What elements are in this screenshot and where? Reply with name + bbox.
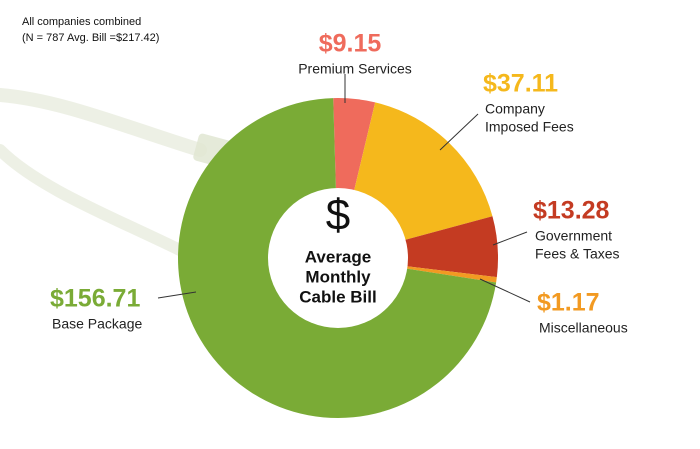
leader-line xyxy=(479,278,531,303)
value-label: $1.17 xyxy=(537,289,600,317)
center-symbol: $ xyxy=(326,191,350,240)
value-label: $37.11 xyxy=(483,70,558,98)
leader-line xyxy=(439,113,479,151)
center-label: Cable Bill xyxy=(299,287,376,306)
donut-hole xyxy=(268,188,408,328)
value-label: $9.15 xyxy=(319,30,382,58)
note: (N = 787 Avg. Bill =$217.42) xyxy=(22,32,159,44)
leader-line xyxy=(492,231,528,246)
category-label: Imposed Fees xyxy=(485,119,574,135)
leader-line xyxy=(157,291,197,299)
category-label: Fees & Taxes xyxy=(535,246,620,262)
center-label: Monthly xyxy=(305,267,371,286)
note: All companies combined xyxy=(22,16,141,28)
value-label: $156.71 xyxy=(50,285,140,313)
category-label: Company xyxy=(485,101,545,117)
category-label: Government xyxy=(535,228,612,244)
value-label: $13.28 xyxy=(533,197,610,225)
center-label: Average xyxy=(305,247,371,266)
category-label: Premium Services xyxy=(298,61,412,77)
category-label: Base Package xyxy=(52,316,142,332)
category-label: Miscellaneous xyxy=(539,320,628,336)
